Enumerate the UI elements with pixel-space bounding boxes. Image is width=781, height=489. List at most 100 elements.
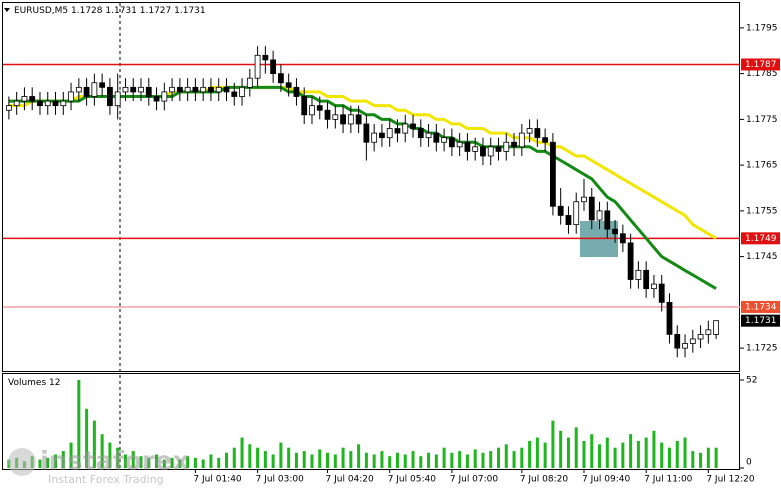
- x-tick-label: 7 Jul 07:00: [450, 475, 499, 485]
- candle-body: [448, 137, 455, 148]
- volume-bar: [644, 437, 648, 468]
- volume-bar: [178, 459, 182, 468]
- volume-bar: [551, 420, 555, 468]
- volume-bar: [497, 447, 501, 468]
- candle-body: [347, 114, 354, 125]
- candle-body: [472, 146, 479, 152]
- candle-body: [161, 91, 168, 102]
- volume-bar: [473, 449, 477, 468]
- candle-body: [581, 196, 587, 203]
- candle-body: [52, 100, 59, 107]
- volume-bar: [240, 437, 244, 468]
- candle-body: [75, 86, 82, 93]
- candle-body: [441, 137, 448, 143]
- y-tick-label: 1.1785: [746, 69, 778, 79]
- candle-body: [355, 114, 362, 125]
- volume-bar: [675, 440, 679, 468]
- candle-body: [231, 91, 238, 97]
- candle-body: [410, 123, 416, 129]
- y-tick-label: 1.1775: [746, 115, 778, 125]
- candle-body: [480, 146, 486, 157]
- volume-bar: [489, 451, 493, 468]
- volume-bar: [85, 408, 89, 468]
- volume-bar: [605, 437, 609, 468]
- volume-bar: [217, 457, 221, 468]
- candle-body: [534, 128, 541, 139]
- candle-body: [588, 196, 595, 221]
- volume-bar: [598, 444, 602, 468]
- volume-bar: [629, 434, 633, 468]
- volume-bar: [147, 457, 151, 468]
- volume-bar: [186, 456, 190, 468]
- volume-bar: [714, 447, 718, 468]
- volume-bar: [652, 430, 656, 468]
- volume-bar: [116, 447, 120, 468]
- candle-body: [518, 132, 525, 148]
- candle-body: [285, 82, 292, 88]
- candle-body: [262, 54, 269, 61]
- candle-body: [340, 114, 346, 125]
- volume-bar: [504, 444, 508, 468]
- volume-bar: [613, 447, 617, 468]
- candle-body: [107, 86, 113, 107]
- volume-bar: [341, 447, 345, 468]
- candle-body: [270, 59, 277, 75]
- volume-bar: [372, 454, 376, 468]
- volume-bar: [123, 454, 127, 468]
- volume-bar: [582, 440, 586, 468]
- volume-bar: [349, 451, 353, 468]
- watermark-brand: instaforex: [40, 447, 190, 477]
- volume-bar: [683, 437, 687, 468]
- candle-body: [526, 128, 533, 134]
- y-tick-label: 52: [746, 376, 757, 386]
- candle-body: [169, 86, 175, 93]
- watermark-tagline: Instant Forex Trading: [48, 473, 164, 486]
- candle-body: [402, 123, 409, 134]
- volume-bar: [450, 452, 454, 468]
- volume-bar: [271, 454, 275, 468]
- volume-bar: [520, 447, 524, 468]
- volume-bar: [543, 442, 547, 468]
- volume-bar: [699, 452, 703, 468]
- candle-body: [332, 114, 339, 120]
- candle-body: [215, 86, 222, 93]
- candle-body: [666, 301, 673, 335]
- volume-bar: [108, 442, 112, 468]
- volume-bar: [92, 420, 96, 468]
- candle-body: [371, 132, 378, 143]
- level-label: 1.1749: [745, 234, 777, 244]
- candle-body: [550, 141, 556, 207]
- volume-bar: [287, 447, 291, 468]
- candle-body: [503, 141, 510, 152]
- candle-body: [223, 86, 230, 93]
- candle-body: [114, 91, 121, 107]
- candle-body: [277, 73, 284, 84]
- header: EURUSD,M5 1.1728 1.1731 1.1727 1.1731: [4, 6, 206, 16]
- x-tick-label: 7 Jul 03:00: [256, 475, 305, 485]
- candle-body: [565, 215, 572, 225]
- candle-body: [573, 201, 580, 226]
- volume-bar: [512, 451, 516, 468]
- volume-bar: [442, 447, 446, 468]
- volume-bar: [326, 452, 330, 468]
- volume-bar: [357, 444, 361, 468]
- volume-bar: [621, 442, 625, 468]
- volume-bar: [388, 456, 392, 468]
- candle-body: [293, 86, 300, 97]
- candle-body: [60, 100, 67, 107]
- logo-icon: [8, 448, 36, 476]
- y-tick-label: 1.1725: [746, 344, 778, 354]
- candle-body: [122, 86, 129, 93]
- x-tick-label: 7 Jul 01:40: [193, 475, 242, 485]
- candle-body: [417, 128, 424, 139]
- candle-body: [643, 269, 650, 290]
- level-label: 1.1787: [745, 60, 777, 70]
- candle-body: [542, 137, 549, 143]
- volume-bar: [559, 430, 563, 468]
- y-tick-label: 1.1795: [746, 23, 778, 33]
- candle-body: [192, 86, 199, 93]
- candle-body: [697, 333, 704, 340]
- volume-bar: [411, 451, 415, 468]
- volume-bar: [248, 444, 252, 468]
